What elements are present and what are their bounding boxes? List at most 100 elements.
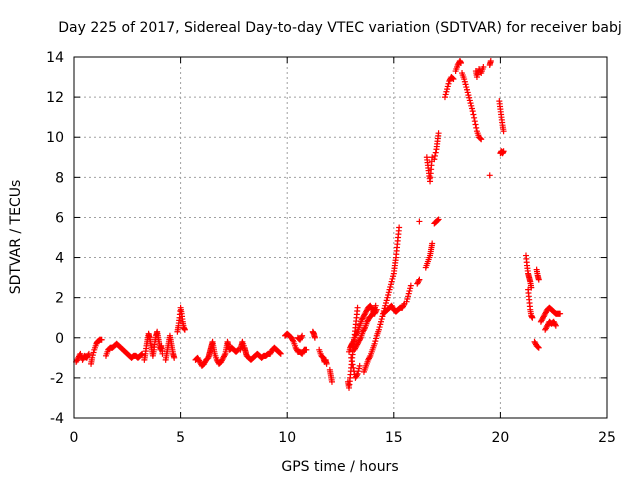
data-point (369, 310, 376, 317)
data-point (311, 334, 318, 341)
data-point (500, 128, 507, 135)
x-tick-label: 20 (491, 430, 509, 446)
data-point (487, 58, 494, 65)
data-point (429, 240, 436, 247)
data-point (348, 354, 355, 361)
data-point (366, 354, 373, 361)
data-point (376, 324, 383, 331)
data-point (552, 322, 559, 329)
data-point (473, 124, 480, 131)
data-point (474, 71, 481, 78)
data-point (407, 285, 414, 292)
y-tick-label: 4 (55, 251, 64, 267)
data-point (390, 273, 397, 280)
y-tick-label: 10 (46, 130, 64, 146)
data-point (400, 302, 407, 309)
data-point (416, 218, 423, 225)
data-point (385, 289, 392, 296)
y-tick-label: 8 (55, 170, 64, 186)
data-point (303, 346, 310, 353)
y-tick-label: 2 (55, 291, 64, 307)
data-point (552, 321, 559, 328)
data-point (382, 300, 389, 307)
data-point (432, 152, 439, 159)
data-point (356, 362, 363, 369)
data-points (73, 58, 564, 391)
x-tick-label: 5 (176, 430, 185, 446)
data-point (377, 321, 384, 328)
data-point (450, 76, 457, 83)
data-point (535, 344, 542, 351)
data-point (441, 94, 448, 101)
plot-frame (73, 56, 608, 419)
data-point (463, 86, 470, 93)
y-tick-label: -4 (50, 411, 64, 427)
data-point (431, 156, 438, 163)
data-point (387, 283, 394, 290)
x-tick-label: 15 (385, 430, 403, 446)
data-point (234, 347, 241, 354)
y-tick-labels: -4 -2 0 2 4 6 8 10 12 14 (46, 50, 64, 427)
data-point (467, 100, 474, 107)
data-point (378, 318, 385, 325)
grid-lines (74, 57, 607, 418)
data-point (470, 111, 477, 118)
data-point (328, 378, 335, 385)
data-point (383, 297, 390, 304)
x-tick-label: 25 (598, 430, 616, 446)
data-point (464, 89, 471, 96)
data-point (465, 92, 472, 99)
data-point (528, 284, 535, 291)
data-point (289, 337, 296, 344)
data-point (355, 365, 362, 372)
data-point (298, 334, 305, 341)
x-axis-label: GPS time / hours (281, 459, 398, 475)
data-point (354, 304, 361, 311)
data-point (405, 293, 412, 300)
data-point (371, 340, 378, 347)
data-point (457, 60, 464, 67)
data-point (463, 84, 470, 91)
data-point (468, 102, 475, 109)
data-point (361, 326, 368, 333)
data-point (388, 278, 395, 285)
data-point (385, 291, 392, 298)
data-point (373, 335, 380, 342)
data-point (181, 326, 188, 333)
data-point (396, 224, 403, 231)
chart-title: Day 225 of 2017, Sidereal Day-to-day VTE… (58, 20, 621, 36)
data-point (473, 74, 480, 81)
data-point (468, 105, 475, 112)
data-point (416, 276, 423, 283)
data-point (277, 350, 284, 357)
data-point (221, 352, 228, 359)
data-point (354, 370, 361, 377)
data-point (89, 354, 96, 361)
data-point (277, 350, 284, 357)
data-point (444, 86, 451, 93)
data-point (389, 275, 396, 282)
data-point (500, 148, 507, 155)
data-point (384, 294, 391, 301)
data-point (443, 88, 450, 95)
data-point (471, 114, 478, 121)
data-point (480, 64, 487, 71)
data-point (171, 354, 178, 361)
data-point (529, 314, 536, 321)
data-point (350, 364, 357, 371)
data-point (386, 286, 393, 293)
data-point (372, 302, 379, 309)
data-point (478, 136, 485, 143)
axis-ticks (73, 56, 608, 419)
data-point (432, 149, 439, 156)
data-point (442, 91, 449, 98)
data-point (444, 83, 451, 90)
data-point (404, 296, 411, 303)
data-point (403, 298, 410, 305)
data-point (98, 336, 105, 343)
data-point (462, 81, 469, 88)
data-point (486, 172, 493, 179)
data-point (349, 361, 356, 368)
data-point (472, 121, 479, 128)
